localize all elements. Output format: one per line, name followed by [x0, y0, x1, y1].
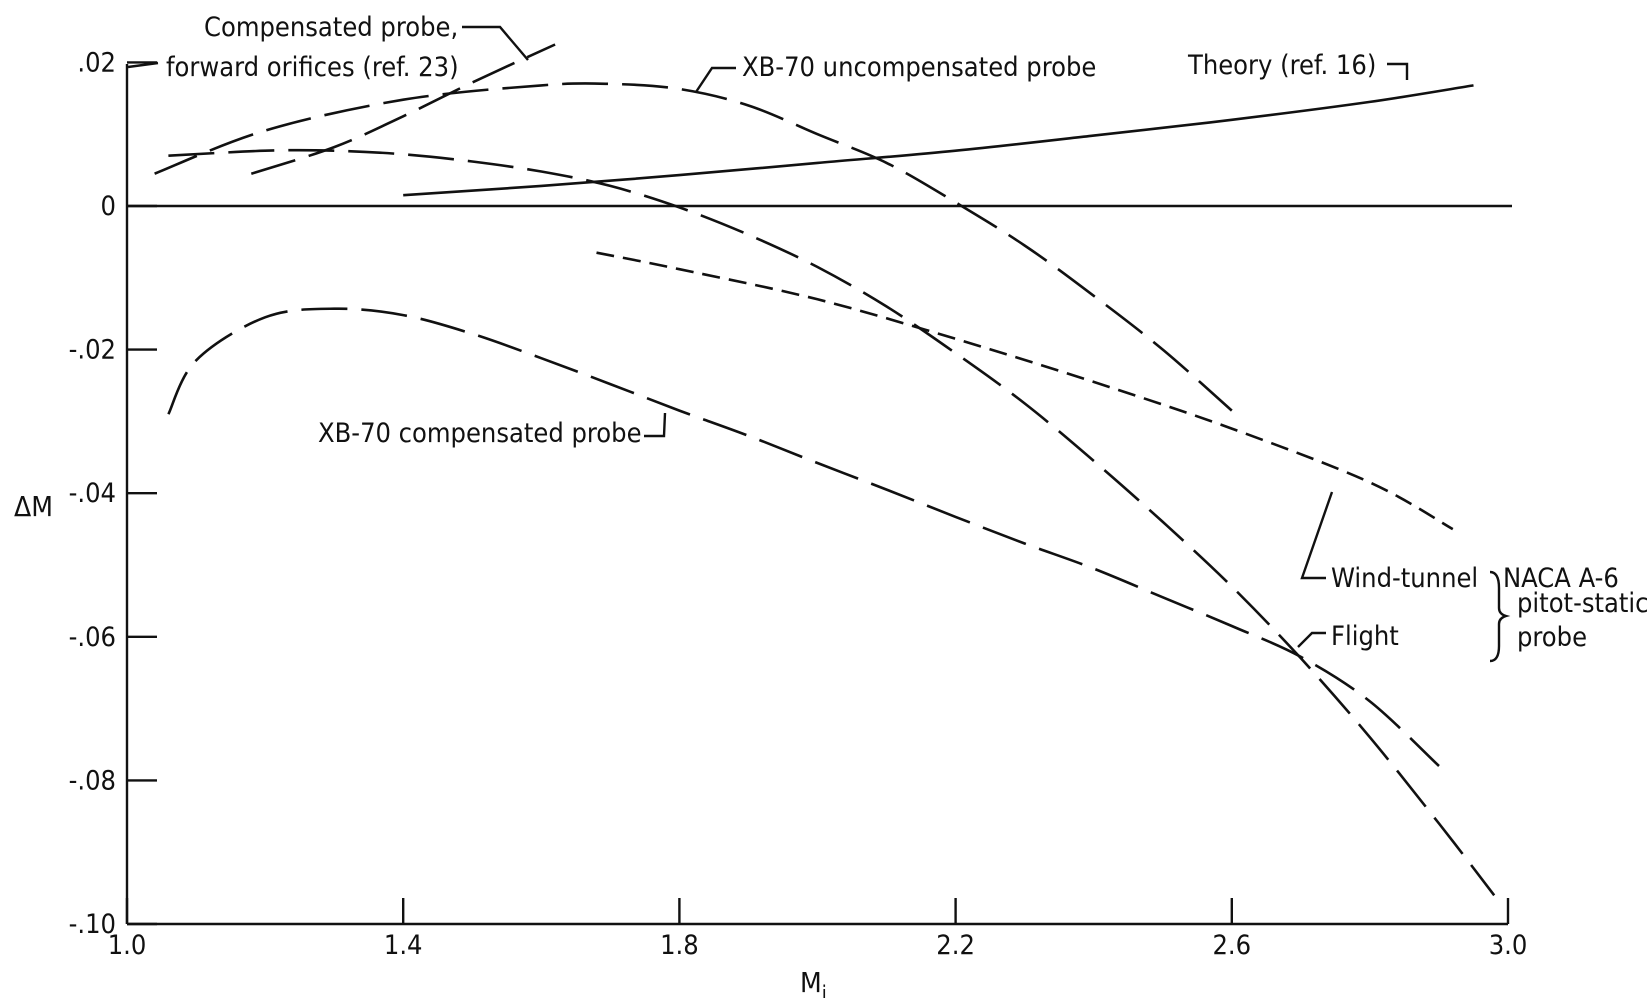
y-tick-label: -.06 [69, 622, 116, 653]
y-tick-label: -.04 [69, 478, 116, 509]
theory-leader [1387, 62, 1409, 80]
xb70-uncompensated-leader [695, 66, 736, 93]
naca-label-line2: pitot-static [1517, 588, 1649, 619]
x-tick-label: 3.0 [1489, 930, 1528, 961]
wind-tunnel-label: Wind-tunnel [1331, 563, 1478, 594]
y-axis-title: ΔM [14, 490, 53, 523]
naca-label-line1: NACA A-6 [1503, 563, 1619, 594]
tick-group: 1.0 1.4 1.8 2.2 2.6 3.0 .02 0 -.02 -.04 -.06 -.08 -.… [69, 47, 1528, 961]
x-tick-label: 1.4 [384, 930, 423, 961]
xb70-compensated-curve [167, 307, 1440, 767]
x-tick-label: 2.2 [936, 930, 975, 961]
naca-label-line3: probe [1517, 622, 1587, 653]
xb70-uncompensated-label: XB-70 uncompensated probe [742, 52, 1096, 83]
x-tick-label: 1.0 [108, 930, 147, 961]
y-tick-label: -.02 [69, 335, 116, 366]
flight-leader [1297, 631, 1326, 648]
flight-label: Flight [1331, 621, 1399, 652]
theory-curve [403, 84, 1474, 197]
y-tick-label: -.08 [69, 765, 116, 796]
wind-tunnel-leader [1300, 491, 1334, 580]
x-tick-label: 1.8 [660, 930, 699, 961]
compensated-forward-label-line2: forward orifices (ref. 23) [166, 52, 459, 83]
x-axis-title: Mi [800, 966, 827, 998]
curve-group [154, 43, 1496, 897]
compensated-forward-leader [127, 25, 529, 69]
y-tick-label: .02 [77, 47, 116, 78]
y-tick-label: -.10 [69, 909, 116, 940]
compensated-forward-curve [250, 43, 556, 175]
naca-brace [1489, 570, 1511, 663]
xb70-compensated-label: XB-70 compensated probe [318, 418, 642, 449]
xb70-uncompensated-curve [154, 82, 1233, 412]
naca-flight-curve [168, 148, 1496, 897]
compensated-forward-label-line1: Compensated probe, [204, 12, 458, 43]
theory-label: Theory (ref. 16) [1187, 50, 1376, 81]
naca-wind-tunnel-curve [596, 251, 1454, 531]
x-tick-label: 2.6 [1212, 930, 1251, 961]
y-tick-label: 0 [101, 191, 116, 222]
xb70-compensated-leader [644, 412, 667, 438]
